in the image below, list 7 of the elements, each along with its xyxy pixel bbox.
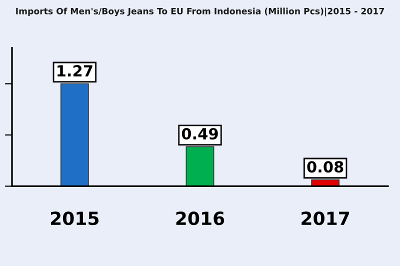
data-label: 0.49 [182,128,218,140]
x-tick-label: 2017 [302,212,350,226]
data-label: 0.08 [307,161,344,173]
chart-title: Imports Of Men's/Boys Jeans To EU From Indonesia (Million Pcs)|2015 - 2017 [16,8,384,16]
data-label: 1.27 [58,65,92,76]
x-tick-label: 2016 [176,212,224,226]
x-tick-label: 2015 [50,212,99,226]
